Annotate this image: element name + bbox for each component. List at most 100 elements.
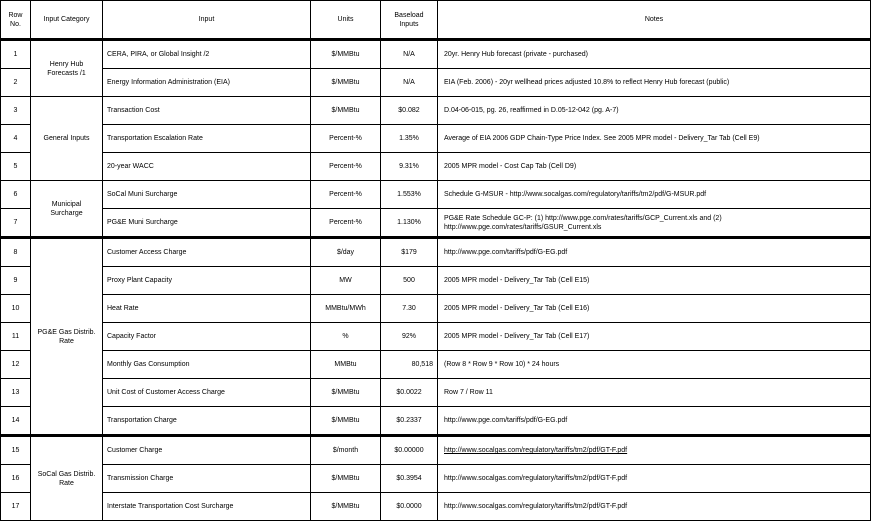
- input-name: PG&E Muni Surcharge: [102, 208, 311, 239]
- notes: (Row 8 * Row 9 * Row 10) * 24 hours: [437, 350, 871, 379]
- units: Percent-%: [310, 124, 381, 153]
- input-category: PG&E Gas Distrib. Rate: [30, 237, 103, 437]
- header-input: Input: [102, 0, 311, 41]
- input-name: Heat Rate: [102, 294, 311, 323]
- notes[interactable]: http://www.socalgas.com/regulatory/tarif…: [437, 464, 871, 493]
- baseload-value: $0.0000: [380, 492, 438, 521]
- table-row: 15 SoCal Gas Distrib. Rate Customer Charge…: [0, 435, 871, 521]
- notes: 2005 MPR model - Delivery_Tar Tab (Cell …: [437, 294, 871, 323]
- table-row: 13 Unit Cost of Customer Access Charge $/M…: [0, 378, 871, 407]
- input-name: Monthly Gas Consumption: [102, 350, 311, 379]
- row-number: 7: [0, 208, 31, 239]
- baseload-value: 1.553%: [380, 180, 438, 209]
- table-row: 16 Transmission Charge $/MMBtu $0.3954 http:…: [0, 464, 871, 493]
- header-row-no: Row No.: [0, 0, 31, 41]
- input-name: Transaction Cost: [102, 96, 311, 125]
- notes[interactable]: http://www.pge.com/tariffs/pdf/G-EG.pdf: [437, 237, 871, 267]
- input-name: Transportation Escalation Rate: [102, 124, 311, 153]
- notes[interactable]: http://www.socalgas.com/regulatory/tarif…: [437, 435, 871, 465]
- row-number: 6: [0, 180, 31, 209]
- baseload-value: 1.35%: [380, 124, 438, 153]
- header-baseload: Baseload Inputs: [380, 0, 438, 41]
- table-row: 14 Transportation Charge $/MMBtu $0.2337 htt…: [0, 406, 871, 437]
- table-row: 11 Capacity Factor% 92% 2005 MPR model - De…: [0, 322, 871, 351]
- input-category: General Inputs: [30, 96, 103, 181]
- units: MMBtu/MWh: [310, 294, 381, 323]
- row-number: 17: [0, 492, 31, 521]
- input-name: 20-year WACC: [102, 152, 311, 181]
- table-row: 12 Monthly Gas Consumption MMBtu 80,518 (Row…: [0, 350, 871, 379]
- notes: Row 7 / Row 11: [437, 378, 871, 407]
- notes: 2005 MPR model - Delivery_Tar Tab (Cell …: [437, 266, 871, 295]
- baseload-value: N/A: [380, 39, 438, 69]
- row-number: 11: [0, 322, 31, 351]
- units: Percent-%: [310, 180, 381, 209]
- row-number: 1: [0, 39, 31, 69]
- table-row: 2 Energy Information Administration (EIA)…: [0, 68, 871, 97]
- table-row: 8 PG&E Gas Distrib. Rate Customer Access C…: [0, 237, 871, 437]
- units: $/MMBtu: [310, 68, 381, 97]
- table-row: 4 Transportation Escalation Rate Percent-%…: [0, 124, 871, 153]
- units: Percent-%: [310, 152, 381, 181]
- baseload-value: 1.130%: [380, 208, 438, 239]
- notes: 20yr. Henry Hub forecast (private - purc…: [437, 39, 871, 69]
- units: $/month: [310, 435, 381, 465]
- units: $/MMBtu: [310, 464, 381, 493]
- table-row: 3 General Inputs Transaction Cost $/MMBtu $0…: [0, 96, 871, 181]
- table-row: 7 PG&E Muni Surcharge Percent-% 1.130% PG&E …: [0, 208, 871, 239]
- units: $/day: [310, 237, 381, 267]
- baseload-value: 9.31%: [380, 152, 438, 181]
- row-number: 5: [0, 152, 31, 181]
- notes: D.04-06-015, pg. 26, reaffirmed in D.05-…: [437, 96, 871, 125]
- units: MW: [310, 266, 381, 295]
- units: %: [310, 322, 381, 351]
- row-number: 2: [0, 68, 31, 97]
- notes[interactable]: http://www.socalgas.com/regulatory/tarif…: [437, 492, 871, 521]
- input-category: Henry Hub Forecasts /1: [30, 39, 103, 97]
- notes[interactable]: Schedule G-MSUR - http://www.socalgas.co…: [437, 180, 871, 209]
- input-name: Capacity Factor: [102, 322, 311, 351]
- baseload-value: $0.3954: [380, 464, 438, 493]
- baseload-value: 7.30: [380, 294, 438, 323]
- header-category: Input Category: [30, 0, 103, 41]
- units: $/MMBtu: [310, 406, 381, 437]
- baseload-value: $0.2337: [380, 406, 438, 437]
- row-number: 4: [0, 124, 31, 153]
- table-row: 17 Interstate Transportation Cost Surchar…: [0, 492, 871, 521]
- baseload-value: $0.00000: [380, 435, 438, 465]
- input-name: Transportation Charge: [102, 406, 311, 437]
- input-name: Proxy Plant Capacity: [102, 266, 311, 295]
- notes[interactable]: PG&E Rate Schedule GC-P: (1) http://www.…: [437, 208, 871, 239]
- row-number: 14: [0, 406, 31, 437]
- units: $/MMBtu: [310, 378, 381, 407]
- units: Percent-%: [310, 208, 381, 239]
- table-row: 10 Heat Rate MMBtu/MWh 7.30 2005 MPR model -…: [0, 294, 871, 323]
- baseload-value: $0.0022: [380, 378, 438, 407]
- baseload-value: 92%: [380, 322, 438, 351]
- input-name: Transmission Charge: [102, 464, 311, 493]
- units: MMBtu: [310, 350, 381, 379]
- input-name: Energy Information Administration (EIA): [102, 68, 311, 97]
- row-number: 9: [0, 266, 31, 295]
- baseload-value: $0.082: [380, 96, 438, 125]
- header-row: Row No. Input Category Input Units Basel…: [0, 0, 871, 41]
- notes[interactable]: http://www.pge.com/tariffs/pdf/G-EG.pdf: [437, 406, 871, 437]
- header-units: Units: [310, 0, 381, 41]
- input-name: Unit Cost of Customer Access Charge: [102, 378, 311, 407]
- input-name: Interstate Transportation Cost Surcharge: [102, 492, 311, 521]
- row-number: 3: [0, 96, 31, 125]
- header-notes: Notes: [437, 0, 871, 41]
- input-category: Municipal Surcharge: [30, 180, 103, 239]
- table-row: 1 Henry Hub Forecasts /1 CERA, PIRA, or Gl…: [0, 39, 871, 97]
- notes: Average of EIA 2006 GDP Chain-Type Price…: [437, 124, 871, 153]
- baseload-value: $179: [380, 237, 438, 267]
- baseload-value: 80,518: [380, 350, 438, 379]
- notes: 2005 MPR model - Delivery_Tar Tab (Cell …: [437, 322, 871, 351]
- input-name: SoCal Muni Surcharge: [102, 180, 311, 209]
- units: $/MMBtu: [310, 96, 381, 125]
- table-body: 1 Henry Hub Forecasts /1 CERA, PIRA, or Gl…: [0, 39, 871, 521]
- table-row: 6 Municipal Surcharge SoCal Muni Surcharge…: [0, 180, 871, 239]
- notes: 2005 MPR model - Cost Cap Tab (Cell D9): [437, 152, 871, 181]
- row-number: 15: [0, 435, 31, 465]
- table-row: 5 20-year WACC Percent-% 9.31% 2005 MPR mode…: [0, 152, 871, 181]
